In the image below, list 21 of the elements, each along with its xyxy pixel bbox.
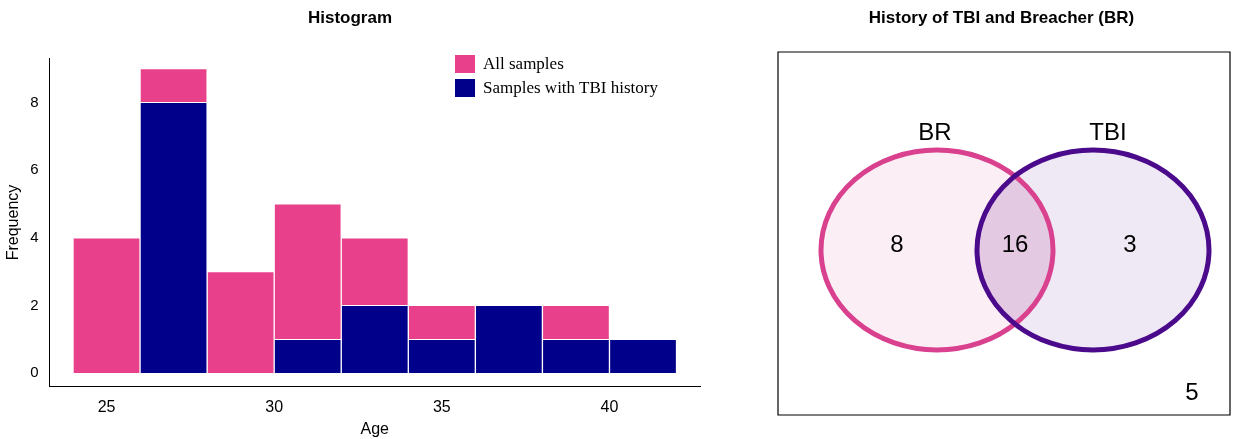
x-tick-label: 30 bbox=[265, 397, 284, 415]
y-tick-label: 0 bbox=[30, 363, 39, 381]
x-tick-label: 35 bbox=[432, 397, 451, 415]
text: History of TBI and Breacher (BR) bbox=[868, 7, 1135, 27]
data-label: 8 bbox=[890, 229, 904, 257]
text: TBI bbox=[1089, 117, 1127, 145]
x-axis-title: Age bbox=[360, 419, 390, 437]
legend-label: All samples bbox=[483, 54, 564, 74]
text: BR bbox=[918, 117, 952, 145]
y-tick-label: 6 bbox=[30, 160, 39, 178]
data-label: 3 bbox=[1123, 229, 1137, 257]
y-axis-title: Frequency bbox=[4, 184, 22, 261]
data-label: 16 bbox=[1001, 229, 1029, 257]
y-tick-label: 8 bbox=[30, 92, 39, 110]
legend-label: Samples with TBI history bbox=[483, 78, 658, 98]
x-tick-label: 25 bbox=[97, 397, 116, 415]
y-tick-label: 4 bbox=[30, 227, 39, 245]
data-label: 5 bbox=[1185, 377, 1199, 405]
x-tick-label: 40 bbox=[600, 397, 619, 415]
y-tick-label: 2 bbox=[30, 295, 39, 313]
chart-title: Histogram bbox=[307, 7, 393, 27]
